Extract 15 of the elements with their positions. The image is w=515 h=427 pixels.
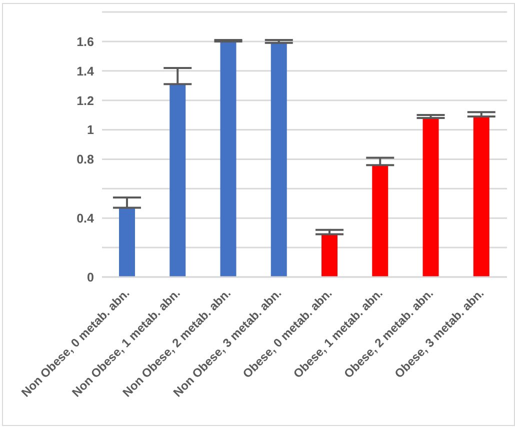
- y-tick-label: 1.6: [76, 34, 94, 49]
- bar: [170, 84, 186, 277]
- bar: [270, 42, 287, 277]
- bar: [119, 208, 135, 277]
- y-tick-label: 0.8: [76, 152, 94, 167]
- bar: [422, 118, 439, 277]
- y-tick-label: 1: [87, 123, 94, 138]
- y-tick-label: 0: [87, 270, 94, 284]
- bar: [322, 234, 338, 277]
- bar: [220, 41, 236, 277]
- y-tick-label: 1.4: [76, 64, 94, 78]
- bar: [473, 116, 490, 277]
- bar: [372, 165, 388, 277]
- y-tick-label: 1.2: [76, 94, 94, 108]
- y-tick-label: 0.4: [76, 212, 94, 226]
